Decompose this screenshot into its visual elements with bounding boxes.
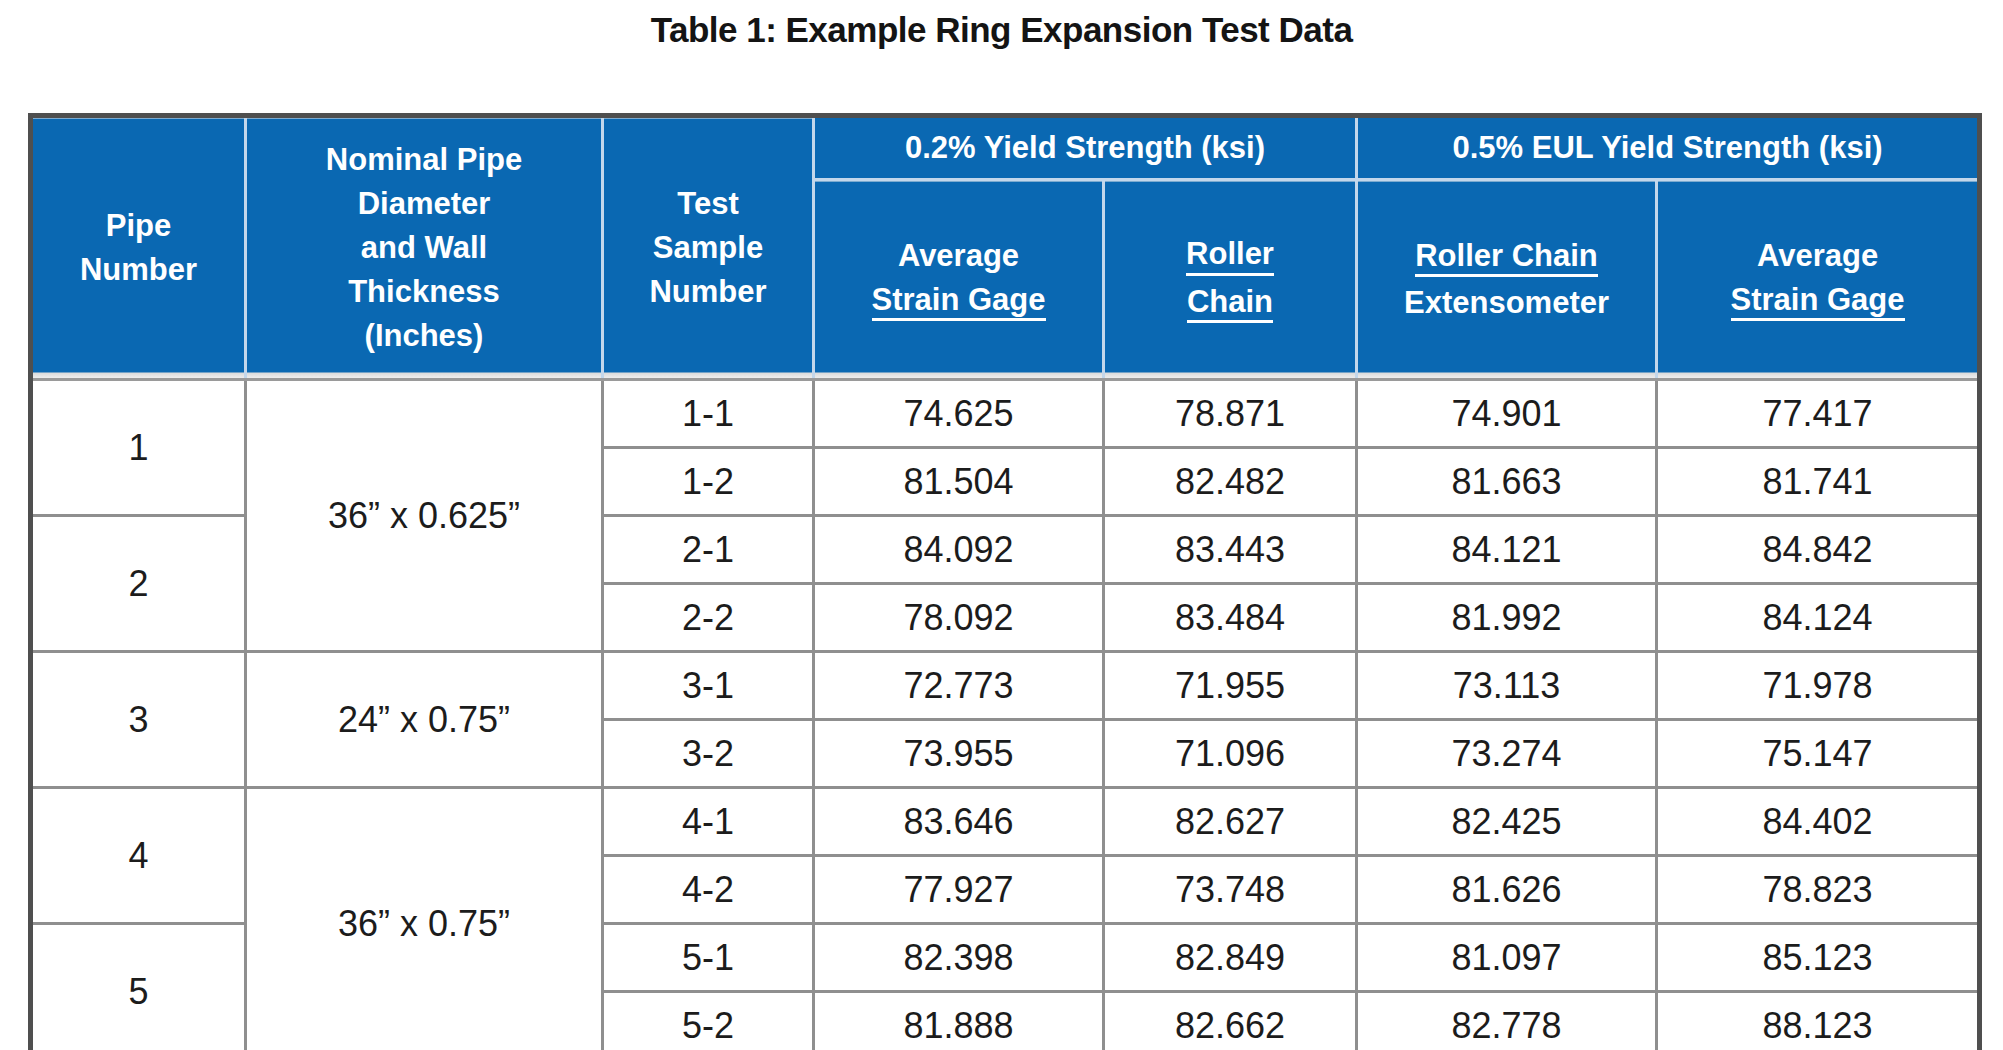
diameter-cell: 36” x 0.625” [246,380,603,652]
sample-cell: 3-2 [603,720,814,788]
header-avg-strain-gage-05-line1: Average [1658,234,1977,278]
header-roller-chain-ext-05-line2: Extensometer [1358,281,1655,325]
value-roller-chain-02: 82.482 [1104,448,1357,516]
sample-cell: 4-2 [603,856,814,924]
sample-cell: 2-1 [603,516,814,584]
value-roller-chain-ext-05: 81.097 [1357,924,1657,992]
ring-expansion-table: Pipe Number Nominal Pipe Diameter and Wa… [28,113,1982,1050]
header-avg-strain-gage-02-line2: Strain Gage [872,282,1046,322]
value-roller-chain-ext-05: 81.626 [1357,856,1657,924]
header-pipe-number: Pipe Number [31,116,246,380]
value-roller-chain-02: 78.871 [1104,380,1357,448]
pipe-number-cell: 4 [31,788,246,924]
value-avg-strain-gage-05: 88.123 [1657,992,1980,1050]
header-nominal-line5: (Inches) [247,314,601,358]
value-roller-chain-ext-05: 74.901 [1357,380,1657,448]
value-roller-chain-02: 82.627 [1104,788,1357,856]
header-roller-chain-02-line2: Chain [1187,284,1273,324]
header-avg-strain-gage-05-line2: Strain Gage [1731,282,1905,322]
header-roller-chain-extensometer-05: Roller Chain Extensometer [1357,180,1657,380]
pipe-number-cell: 1 [31,380,246,516]
page: Table 1: Example Ring Expansion Test Dat… [0,0,2003,1050]
header-roller-chain-02-line1: Roller [1186,236,1274,276]
value-roller-chain-02: 73.748 [1104,856,1357,924]
value-avg-strain-gage-02: 73.955 [814,720,1104,788]
table-body: 1 36” x 0.625” 1-1 74.625 78.871 74.901 … [31,380,1980,1050]
value-avg-strain-gage-02: 78.092 [814,584,1104,652]
value-roller-chain-ext-05: 82.425 [1357,788,1657,856]
value-roller-chain-02: 71.955 [1104,652,1357,720]
value-avg-strain-gage-02: 81.888 [814,992,1104,1050]
header-roller-chain-ext-05-line1: Roller Chain [1415,238,1598,278]
sample-cell: 1-2 [603,448,814,516]
value-roller-chain-02: 83.484 [1104,584,1357,652]
value-roller-chain-02: 82.662 [1104,992,1357,1050]
value-roller-chain-ext-05: 81.992 [1357,584,1657,652]
sample-cell: 5-1 [603,924,814,992]
value-roller-chain-ext-05: 81.663 [1357,448,1657,516]
value-avg-strain-gage-05: 84.124 [1657,584,1980,652]
header-nominal-line1: Nominal Pipe [247,138,601,182]
sample-cell: 4-1 [603,788,814,856]
header-nominal-line3: and Wall [247,226,601,270]
header-avg-strain-gage-02-line1: Average [815,234,1102,278]
diameter-cell: 24” x 0.75” [246,652,603,788]
value-avg-strain-gage-02: 74.625 [814,380,1104,448]
value-avg-strain-gage-05: 81.741 [1657,448,1980,516]
diameter-cell: 36” x 0.75” [246,788,603,1050]
value-avg-strain-gage-05: 71.978 [1657,652,1980,720]
header-test-sample-line1: Test [604,182,812,226]
value-avg-strain-gage-05: 84.842 [1657,516,1980,584]
pipe-number-cell: 5 [31,924,246,1050]
value-avg-strain-gage-02: 83.646 [814,788,1104,856]
header-nominal-line2: Diameter [247,182,601,226]
header-test-sample-line3: Number [604,270,812,314]
header-pipe-number-line1: Pipe [33,204,244,248]
header-test-sample: Test Sample Number [603,116,814,380]
value-roller-chain-ext-05: 82.778 [1357,992,1657,1050]
value-avg-strain-gage-05: 85.123 [1657,924,1980,992]
header-group-02-yield: 0.2% Yield Strength (ksi) [814,116,1357,180]
sample-cell: 1-1 [603,380,814,448]
header-pipe-number-line2: Number [33,248,244,292]
pipe-number-cell: 2 [31,516,246,652]
page-title: Table 1: Example Ring Expansion Test Dat… [0,0,2003,50]
value-avg-strain-gage-05: 84.402 [1657,788,1980,856]
value-avg-strain-gage-05: 78.823 [1657,856,1980,924]
header-group-row: Pipe Number Nominal Pipe Diameter and Wa… [31,116,1980,180]
header-test-sample-line2: Sample [604,226,812,270]
value-roller-chain-02: 82.849 [1104,924,1357,992]
table-row: 1 36” x 0.625” 1-1 74.625 78.871 74.901 … [31,380,1980,448]
value-avg-strain-gage-02: 72.773 [814,652,1104,720]
value-avg-strain-gage-05: 75.147 [1657,720,1980,788]
value-avg-strain-gage-02: 81.504 [814,448,1104,516]
sample-cell: 3-1 [603,652,814,720]
header-group-05-eul-yield: 0.5% EUL Yield Strength (ksi) [1357,116,1980,180]
header-avg-strain-gage-02: Average Strain Gage [814,180,1104,380]
value-avg-strain-gage-05: 77.417 [1657,380,1980,448]
header-avg-strain-gage-05: Average Strain Gage [1657,180,1980,380]
value-avg-strain-gage-02: 82.398 [814,924,1104,992]
pipe-number-cell: 3 [31,652,246,788]
table-row: 3 24” x 0.75” 3-1 72.773 71.955 73.113 7… [31,652,1980,720]
header-nominal-diameter: Nominal Pipe Diameter and Wall Thickness… [246,116,603,380]
value-roller-chain-ext-05: 73.113 [1357,652,1657,720]
value-roller-chain-ext-05: 84.121 [1357,516,1657,584]
table-row: 4 36” x 0.75” 4-1 83.646 82.627 82.425 8… [31,788,1980,856]
table-header: Pipe Number Nominal Pipe Diameter and Wa… [31,116,1980,380]
header-roller-chain-02: Roller Chain [1104,180,1357,380]
value-roller-chain-02: 71.096 [1104,720,1357,788]
sample-cell: 5-2 [603,992,814,1050]
value-avg-strain-gage-02: 84.092 [814,516,1104,584]
value-roller-chain-ext-05: 73.274 [1357,720,1657,788]
value-roller-chain-02: 83.443 [1104,516,1357,584]
sample-cell: 2-2 [603,584,814,652]
header-nominal-line4: Thickness [247,270,601,314]
value-avg-strain-gage-02: 77.927 [814,856,1104,924]
